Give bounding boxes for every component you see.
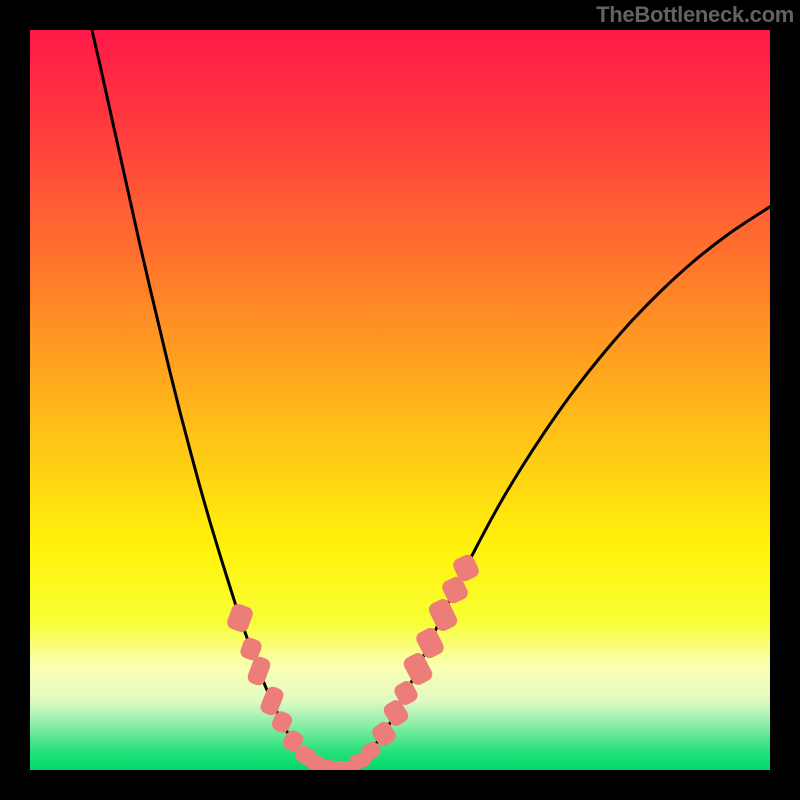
v-curve-chart xyxy=(30,30,770,770)
attribution-label: TheBottleneck.com xyxy=(596,2,794,28)
gradient-background xyxy=(30,30,770,770)
chart-stage: TheBottleneck.com xyxy=(0,0,800,800)
plot-area xyxy=(30,30,770,770)
